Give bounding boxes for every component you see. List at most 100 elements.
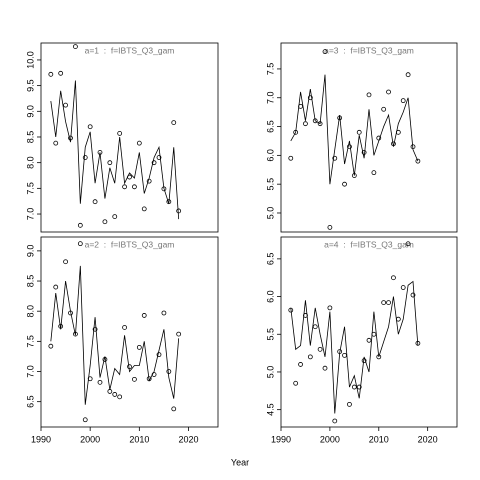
data-point [356,129,362,135]
data-point [312,118,318,124]
data-point [82,155,88,160]
data-point [337,115,343,121]
data-point [73,331,78,337]
y-tick-label: 7.5 [25,335,35,348]
x-tick-label: 2010 [369,434,389,444]
y-tick-label: 8.5 [25,275,35,288]
data-point [342,181,347,187]
data-point [307,354,313,360]
data-point [293,129,299,135]
data-point [288,155,294,161]
data-point [400,285,406,290]
x-tick-label: 1990 [271,434,291,444]
data-point [307,95,313,101]
data-point [176,208,182,214]
x-tick-label: 2020 [178,434,198,444]
x-tick-label: 2010 [129,434,149,444]
x-tick-label: 2020 [418,434,438,444]
data-point [77,222,83,228]
data-point [132,184,137,190]
y-tick-label: 6.5 [265,253,275,266]
data-point [371,170,377,176]
data-point [386,89,391,95]
data-point [102,357,108,362]
data-point [415,158,421,164]
data-point [366,337,372,343]
data-point [351,173,357,178]
y-tick-label: 5.0 [265,207,275,220]
y-tick-label: 9.0 [25,245,35,258]
x-tick-label: 1990 [31,434,51,444]
data-point [347,144,352,150]
data-point [327,305,333,311]
data-point [332,155,338,161]
y-tick-label: 4.5 [265,403,275,416]
data-point [107,160,113,166]
y-tick-label: 6.0 [265,149,275,162]
data-point [117,130,123,136]
data-point [136,140,142,146]
data-point [97,149,103,155]
y-tick-label: 6.5 [25,395,35,408]
data-point [87,376,93,382]
data-point [87,124,93,130]
data-point [132,376,137,382]
data-point [63,102,68,108]
data-point [156,352,162,358]
data-point [161,310,167,316]
data-point [376,135,382,141]
panel-title: a=1 : f=IBTS_Q3_gam [85,45,175,55]
data-point [317,346,323,352]
series-line [290,280,419,414]
data-point [176,331,182,337]
panel-frame [280,42,458,233]
y-tick-label: 7.5 [265,63,275,76]
data-point [400,98,406,104]
data-point [161,186,167,192]
data-point [68,310,73,316]
y-tick-label: 5.5 [265,178,275,191]
panel-frame [40,236,219,428]
data-point [127,174,132,180]
data-point [371,331,377,337]
panel-title: a=3 : f=IBTS_Q3_gam [324,45,414,55]
data-point [361,150,367,155]
data-point [381,300,387,305]
data-point [107,389,113,394]
data-point [386,300,391,305]
y-tick-label: 6.0 [265,290,275,303]
panel-frame [280,236,458,428]
y-tick-label: 9.5 [25,79,35,92]
panel-title: a=4 : f=IBTS_Q3_gam [324,239,414,249]
data-point [122,184,127,190]
data-point [376,354,382,360]
data-point [288,307,294,313]
data-point [58,323,64,329]
data-point [156,155,162,160]
data-point [312,324,318,330]
y-tick-label: 7.0 [25,208,35,221]
data-point [395,316,401,322]
data-point [141,313,147,318]
data-point [112,214,118,219]
y-tick-label: 8.0 [25,156,35,169]
data-point [303,313,308,318]
data-point [171,120,177,126]
data-point [337,349,343,355]
data-point [53,284,59,290]
data-point [146,376,152,382]
data-point [97,379,103,385]
data-point [381,106,387,112]
data-point [102,219,108,225]
series-line [50,265,180,405]
data-point [166,199,172,205]
data-point [58,70,64,76]
y-tick-label: 7.5 [25,182,35,195]
y-tick-label: 6.5 [265,120,275,133]
data-point [122,325,127,330]
data-point [410,292,416,298]
y-tick-label: 5.0 [265,366,275,379]
data-point [92,326,98,332]
data-point [322,365,328,371]
data-point [146,178,152,184]
